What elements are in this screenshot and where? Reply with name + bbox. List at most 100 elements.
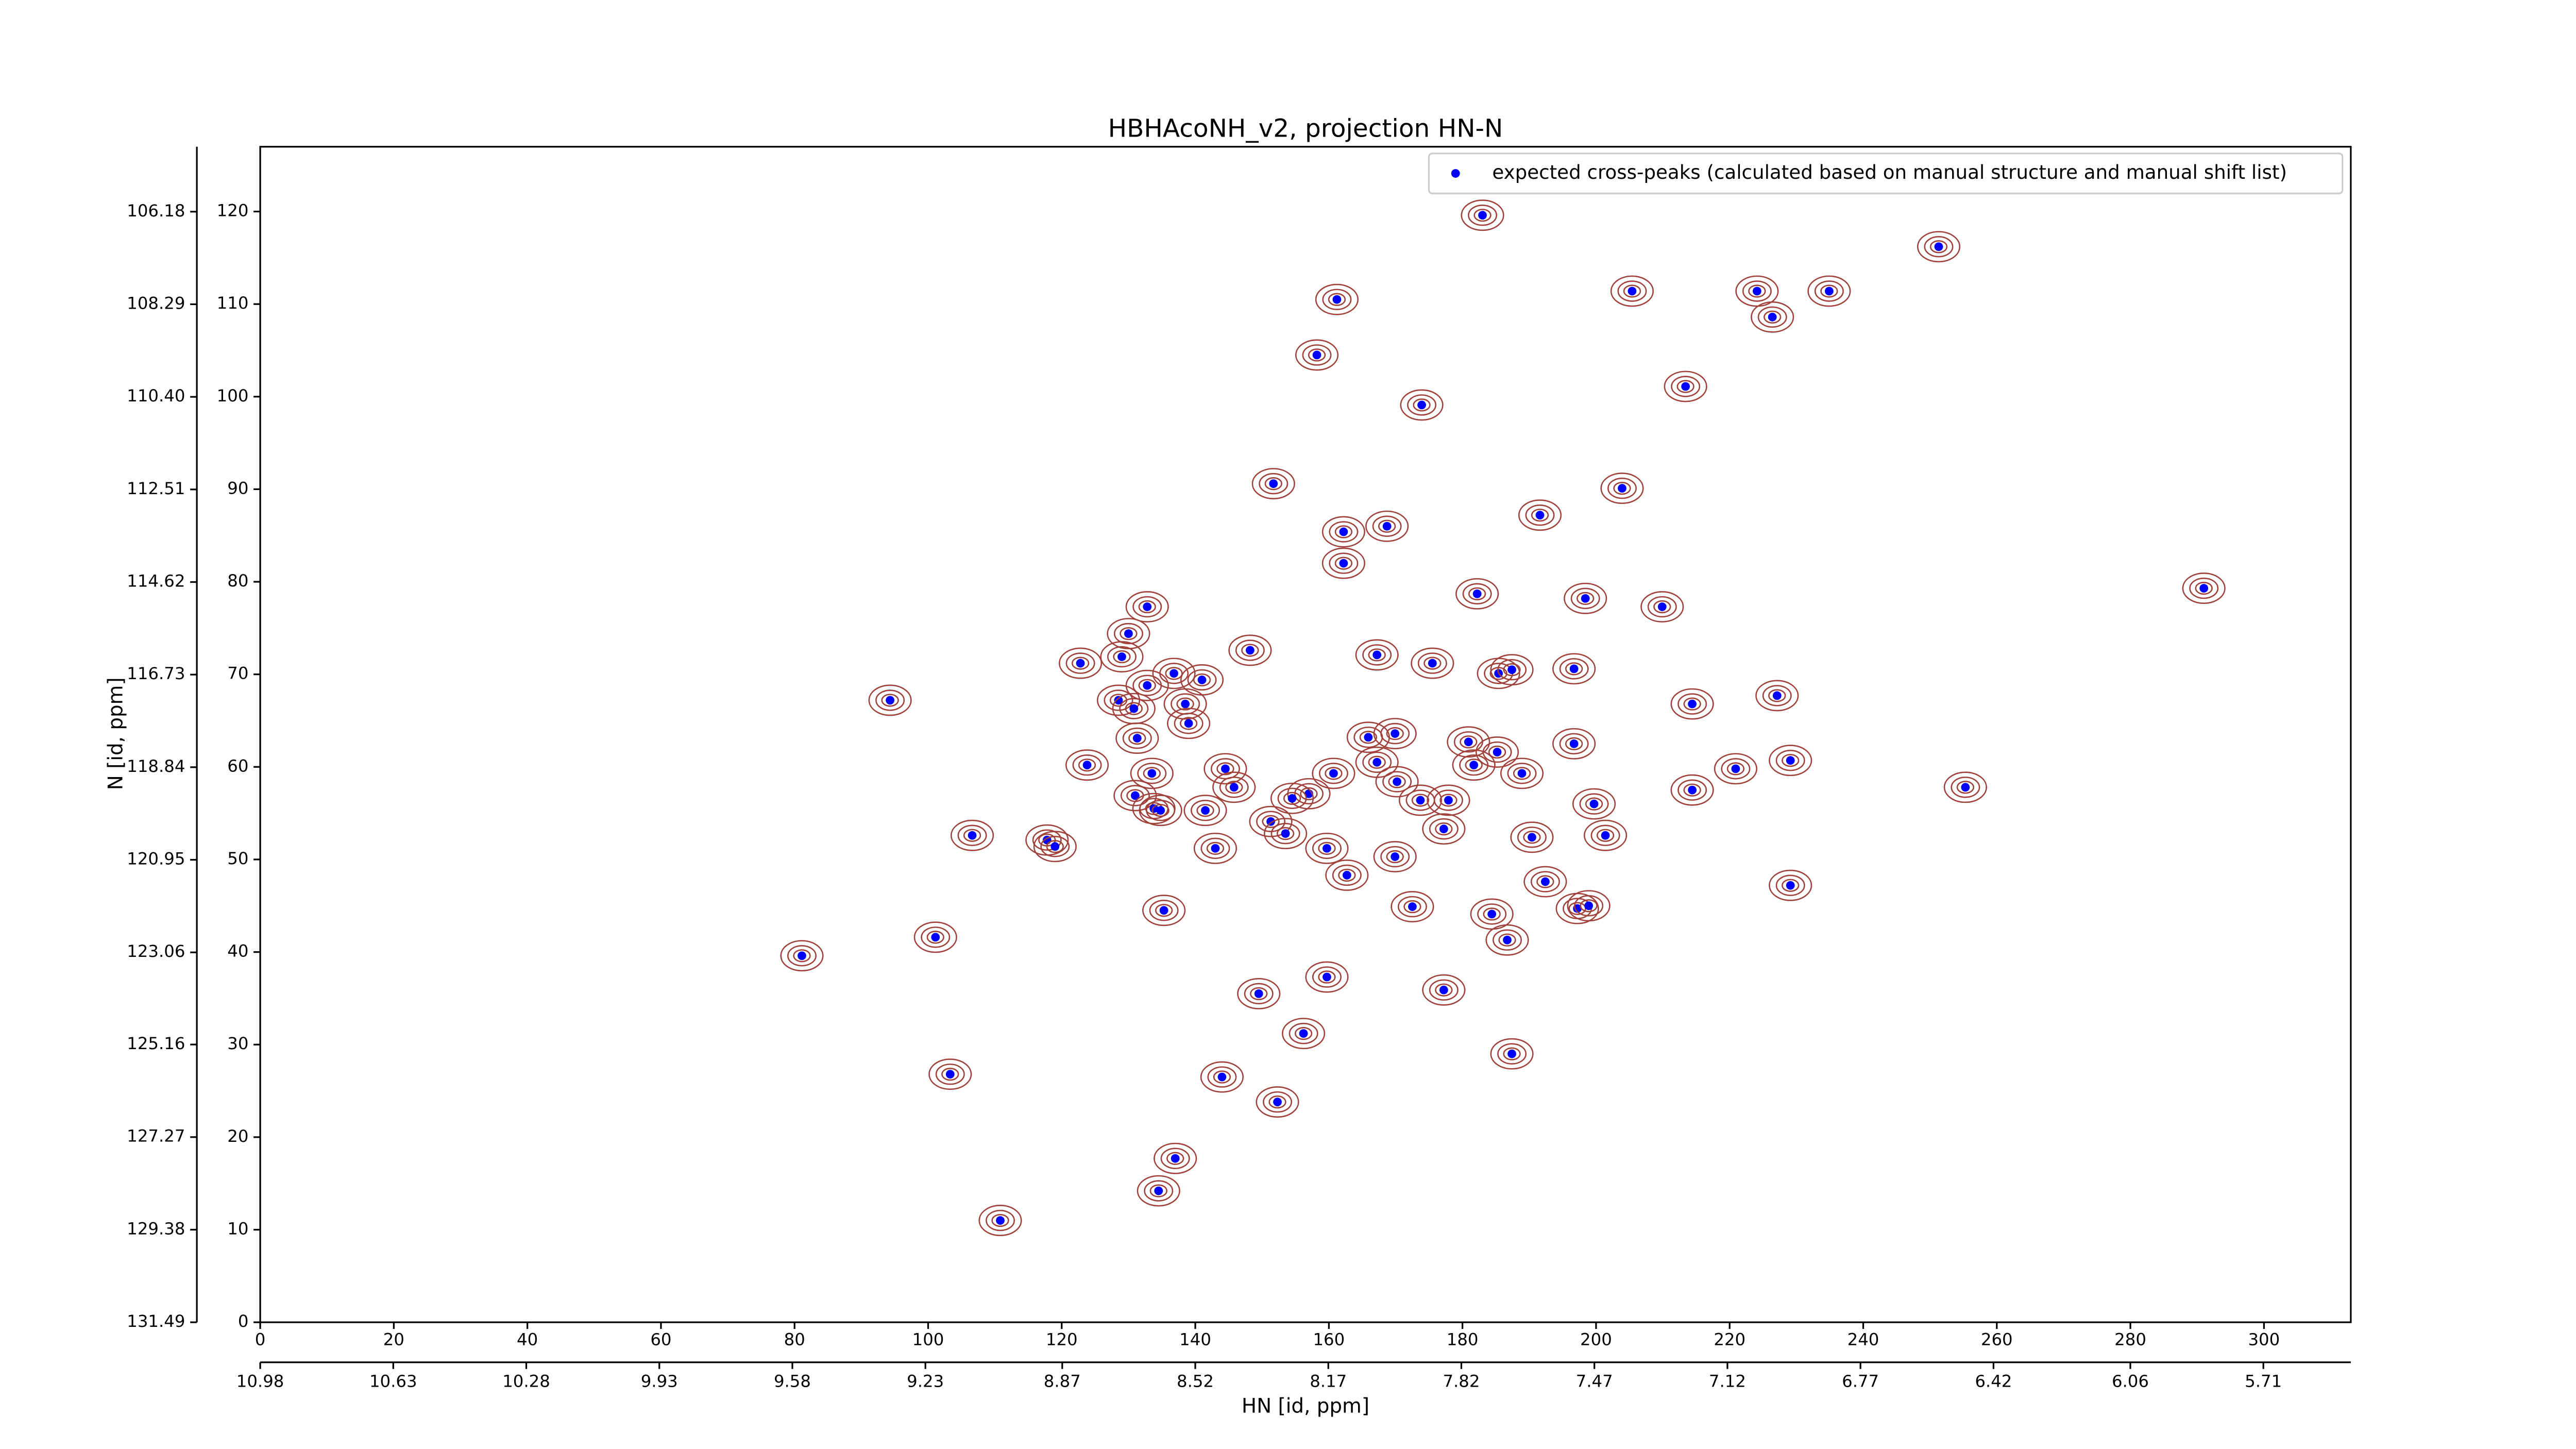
peak-marker: [1217, 1072, 1227, 1082]
x2-tick-label: 8.52: [1177, 1372, 1214, 1391]
peak-contour: [1433, 789, 1463, 811]
peak-marker: [1281, 829, 1290, 838]
peak-contour: [881, 694, 899, 707]
peak-marker: [1688, 699, 1697, 709]
peak-contour: [1125, 669, 1169, 701]
peak-contour: [1289, 1022, 1318, 1044]
peak-contour: [1676, 380, 1694, 393]
peak-contour: [1235, 639, 1265, 661]
peak-marker: [1731, 764, 1740, 773]
peak-contour: [1120, 627, 1138, 641]
peak-contour: [1782, 879, 1800, 892]
peak-contour: [1607, 477, 1637, 499]
peak-contour: [1262, 815, 1280, 828]
peak-contour: [1329, 521, 1359, 543]
peak-contour: [1078, 759, 1096, 772]
peak-marker: [1143, 681, 1152, 690]
y2-tick-label: 129.38: [127, 1219, 185, 1238]
peak-marker: [1472, 589, 1482, 598]
peak-marker: [1181, 699, 1190, 709]
peak-contour: [1452, 749, 1496, 781]
peak-contour: [1757, 306, 1787, 328]
peak-contour: [1338, 868, 1356, 882]
peak-marker: [1487, 909, 1497, 919]
peak-contour: [787, 945, 817, 967]
chart-title: HBHAcoNH_v2, projection HN-N: [1108, 114, 1503, 143]
peak-contour: [1065, 652, 1095, 674]
peak-contour: [1429, 818, 1459, 840]
peak-contour: [1468, 204, 1498, 226]
peak-marker: [1528, 833, 1536, 842]
peak-contour: [2189, 577, 2219, 599]
y-tick-label: 120: [217, 201, 249, 221]
y-tick-label: 100: [217, 386, 249, 406]
peak-contour: [1139, 795, 1182, 827]
x2-tick-label: 6.42: [1975, 1372, 2012, 1391]
peak-contour: [1096, 684, 1141, 716]
peak-marker: [1416, 796, 1425, 805]
peak-contour: [1179, 717, 1198, 730]
peak-contour: [1120, 785, 1150, 806]
y2-tick-label: 110.40: [127, 386, 185, 406]
peak-marker: [1786, 756, 1795, 765]
peak-contour: [1764, 310, 1782, 324]
peak-marker: [1478, 211, 1487, 220]
peak-contour: [1305, 961, 1349, 993]
peak-marker: [1535, 511, 1545, 520]
peak-contour: [1065, 749, 1109, 781]
peak-marker: [1124, 629, 1133, 638]
peak-contour: [1256, 811, 1286, 832]
peak-contour: [950, 819, 994, 851]
x-tick-label: 100: [912, 1330, 944, 1350]
peak-contour: [1071, 656, 1090, 670]
peak-contour: [1318, 970, 1336, 984]
peak-contour: [1072, 754, 1102, 776]
peak-contour: [1040, 836, 1070, 857]
peak-marker: [1050, 842, 1060, 851]
peak-contour: [1237, 978, 1281, 1009]
peak-contour: [1191, 800, 1220, 821]
peak-marker: [1569, 739, 1579, 748]
peak-marker: [1129, 704, 1139, 713]
peak-contour: [991, 1214, 1009, 1227]
peak-contour: [1742, 280, 1772, 302]
x2-tick-label: 6.77: [1842, 1372, 1879, 1391]
peak-contour: [1721, 758, 1751, 780]
peak-contour: [1574, 895, 1604, 917]
peak-contour: [1683, 697, 1701, 711]
peak-contour: [963, 829, 981, 842]
peak-contour: [1775, 750, 1805, 771]
y2-tick-label: 106.18: [127, 201, 185, 221]
peak-marker: [1149, 804, 1159, 813]
peak-contour: [1368, 648, 1386, 662]
peak-marker: [1159, 906, 1168, 915]
peak-contour: [1212, 771, 1256, 803]
peak-contour: [1439, 794, 1458, 807]
y-tick-label: 70: [227, 664, 248, 683]
peak-contour: [978, 1205, 1022, 1236]
peak-contour: [1507, 763, 1537, 784]
y-tick-label: 10: [227, 1219, 248, 1238]
peak-contour: [1564, 582, 1607, 614]
peak-contour: [1277, 787, 1307, 810]
peak-contour: [1137, 763, 1167, 784]
peak-marker: [1229, 783, 1239, 792]
x-tick-label: 20: [383, 1330, 404, 1350]
peak-marker: [1372, 757, 1382, 767]
peak-contour: [1579, 793, 1609, 815]
peak-contour: [1196, 804, 1214, 817]
peak-contour: [1151, 804, 1170, 817]
peak-contour: [1600, 473, 1644, 504]
peak-contour: [913, 921, 957, 953]
peak-contour: [1355, 639, 1399, 671]
peak-marker: [1469, 761, 1479, 770]
peak-contour: [1207, 1066, 1237, 1088]
peak-contour: [1165, 667, 1183, 680]
peak-marker: [1339, 559, 1348, 568]
peak-contour: [1176, 697, 1194, 711]
peak-contour: [1334, 525, 1353, 538]
peak-contour: [1264, 477, 1282, 491]
peak-marker: [1211, 844, 1220, 853]
